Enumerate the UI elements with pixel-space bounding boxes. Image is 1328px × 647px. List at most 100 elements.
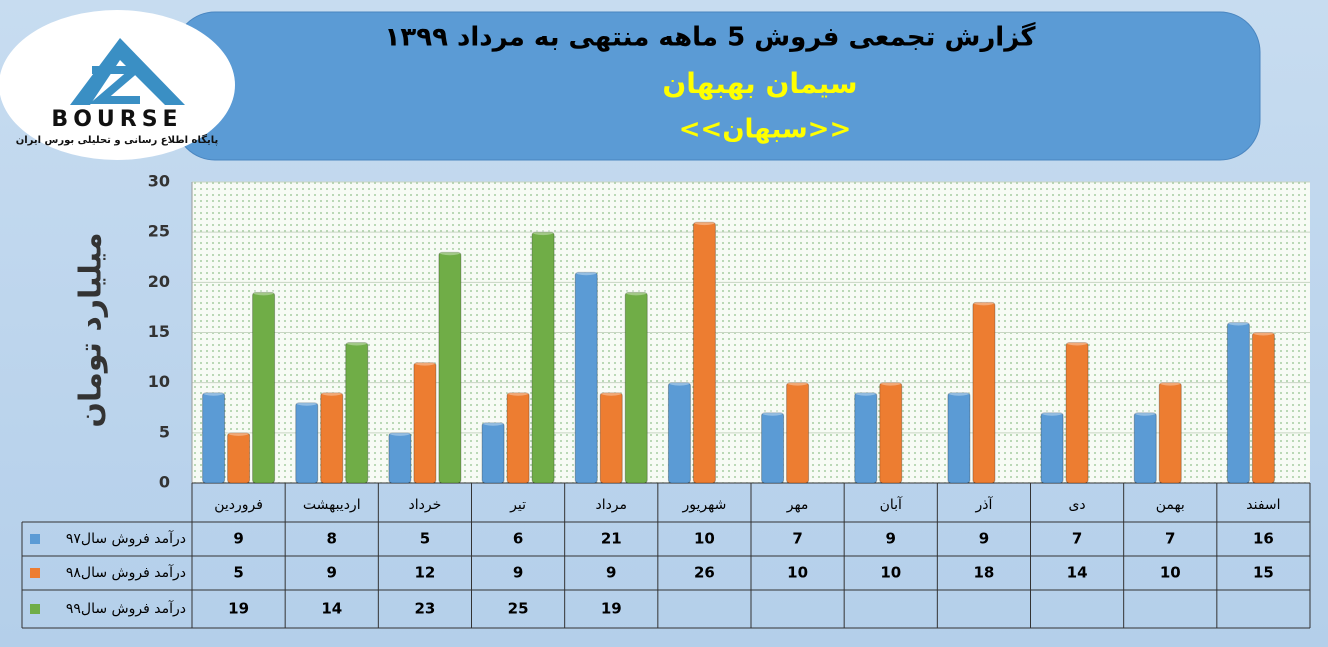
bar bbox=[599, 392, 623, 484]
x-tick-label: اردیبهشت bbox=[303, 497, 361, 513]
bar bbox=[692, 221, 716, 484]
logo-mark bbox=[89, 66, 146, 104]
x-tick-label: فروردین bbox=[214, 497, 263, 513]
y-tick-label: 15 bbox=[148, 322, 170, 341]
bar-top bbox=[507, 389, 530, 396]
table-value: 9 bbox=[979, 530, 989, 548]
bar-top bbox=[786, 379, 809, 386]
bar-top bbox=[413, 359, 436, 366]
x-tick-label: شهریور bbox=[682, 497, 727, 513]
bar bbox=[320, 392, 344, 484]
bar bbox=[1251, 332, 1275, 484]
table-value: 9 bbox=[513, 564, 523, 582]
table-value: 21 bbox=[601, 530, 622, 548]
y-tick-label: 0 bbox=[159, 473, 170, 492]
bar-top bbox=[202, 389, 225, 396]
symbol: <<سبهان>> bbox=[679, 115, 851, 145]
logo-text: BOURSE bbox=[51, 107, 182, 132]
bar bbox=[388, 432, 412, 484]
bar-top bbox=[947, 389, 970, 396]
table-value: 26 bbox=[694, 564, 715, 582]
table-value: 5 bbox=[420, 530, 430, 548]
chart-title: گزارش تجمعی فروش 5 ماهه منتهی به مرداد ۱… bbox=[384, 22, 1036, 53]
bar bbox=[1226, 321, 1250, 484]
y-tick-label: 25 bbox=[148, 222, 170, 241]
legend-label: درآمد فروش سال۹۷ bbox=[66, 530, 186, 547]
y-axis-label: میلیارد تومان bbox=[74, 232, 109, 427]
bar bbox=[786, 382, 810, 484]
table-value: 14 bbox=[1067, 564, 1088, 582]
bar-top bbox=[972, 299, 995, 306]
bar bbox=[1133, 412, 1157, 484]
table-value: 15 bbox=[1253, 564, 1274, 582]
bar bbox=[531, 231, 555, 484]
bar-top bbox=[625, 289, 648, 296]
bar bbox=[624, 291, 648, 484]
bar-top bbox=[1066, 339, 1089, 346]
bar bbox=[202, 392, 226, 484]
y-tick-label: 30 bbox=[148, 172, 170, 191]
bar-top bbox=[1134, 409, 1157, 416]
bar-top bbox=[388, 429, 411, 436]
x-tick-label: خرداد bbox=[409, 497, 442, 513]
y-tick-label: 20 bbox=[148, 272, 170, 291]
bar bbox=[345, 342, 369, 484]
table-value: 7 bbox=[1165, 530, 1175, 548]
bar-top bbox=[1252, 329, 1275, 336]
table-value: 9 bbox=[606, 564, 616, 582]
bar bbox=[667, 382, 691, 484]
chart-subtitle: سیمان بهبهان bbox=[662, 67, 857, 100]
table-value: 10 bbox=[880, 564, 901, 582]
legend-swatch bbox=[30, 534, 40, 544]
x-tick-label: دی bbox=[1068, 497, 1085, 513]
bar-top bbox=[575, 269, 598, 276]
table-value: 8 bbox=[327, 530, 337, 548]
bar-top bbox=[1159, 379, 1182, 386]
bar-top bbox=[600, 389, 623, 396]
bar bbox=[972, 301, 996, 484]
bar bbox=[413, 362, 437, 484]
bar bbox=[854, 392, 878, 484]
bar bbox=[1040, 412, 1064, 484]
legend-swatch bbox=[30, 568, 40, 578]
x-tick-label: تیر bbox=[509, 497, 526, 513]
legend-label: درآمد فروش سال۹۸ bbox=[66, 564, 186, 581]
bar bbox=[879, 382, 903, 484]
x-tick-label: اسفند bbox=[1246, 497, 1280, 513]
table-value: 23 bbox=[414, 600, 435, 618]
table-value: 10 bbox=[694, 530, 715, 548]
bar bbox=[227, 432, 251, 484]
x-tick-label: آبان bbox=[880, 496, 903, 513]
table-value: 16 bbox=[1253, 530, 1274, 548]
bar-top bbox=[693, 219, 716, 226]
bar-top bbox=[482, 419, 505, 426]
table-value: 7 bbox=[792, 530, 802, 548]
x-tick-label: مهر bbox=[786, 497, 809, 513]
table-value: 19 bbox=[601, 600, 622, 618]
bar bbox=[295, 402, 319, 484]
x-tick-label: آذر bbox=[974, 496, 993, 513]
bar-top bbox=[854, 389, 877, 396]
legend-label: درآمد فروش سال۹۹ bbox=[66, 600, 186, 617]
legend-swatch bbox=[30, 604, 40, 614]
x-tick-label: بهمن bbox=[1156, 497, 1185, 513]
bar bbox=[481, 422, 505, 484]
bar-top bbox=[345, 339, 368, 346]
bar bbox=[1065, 342, 1089, 484]
table-value: 9 bbox=[886, 530, 896, 548]
bar bbox=[761, 412, 785, 484]
bar bbox=[252, 291, 276, 484]
y-tick-label: 10 bbox=[148, 372, 170, 391]
table-value: 10 bbox=[1160, 564, 1181, 582]
table-value: 14 bbox=[321, 600, 342, 618]
table-value: 5 bbox=[233, 564, 243, 582]
table-value: 7 bbox=[1072, 530, 1082, 548]
x-tick-label: مرداد bbox=[595, 497, 627, 513]
logo-mark bbox=[70, 38, 185, 105]
bar bbox=[506, 392, 530, 484]
bar bbox=[574, 271, 598, 484]
bar-top bbox=[252, 289, 275, 296]
logo-caption: پایگاه اطلاع رسانی و تحلیلی بورس ایران bbox=[16, 133, 219, 146]
table-value: 25 bbox=[508, 600, 529, 618]
